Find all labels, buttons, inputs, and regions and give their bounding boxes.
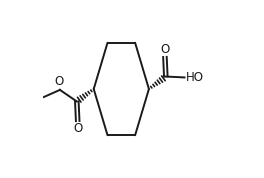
Text: O: O xyxy=(54,75,64,88)
Text: O: O xyxy=(73,122,82,135)
Text: HO: HO xyxy=(186,71,204,84)
Text: O: O xyxy=(160,43,169,56)
